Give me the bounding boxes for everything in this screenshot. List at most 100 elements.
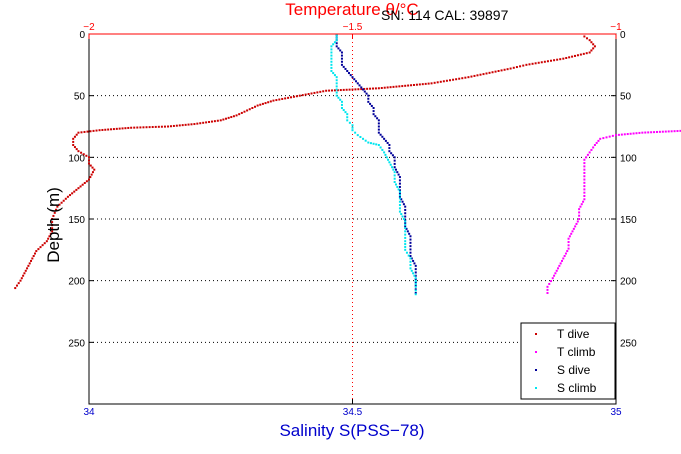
data-point (388, 144, 391, 146)
data-point (256, 104, 259, 107)
data-point (389, 86, 392, 89)
data-point (27, 264, 30, 267)
data-point (55, 208, 58, 211)
data-point (436, 81, 439, 84)
data-point (30, 259, 33, 262)
data-point (175, 124, 178, 127)
data-point (597, 139, 600, 142)
data-point (565, 56, 568, 59)
data-point (202, 121, 205, 124)
series-s-climb (330, 34, 417, 296)
data-point (335, 42, 338, 45)
data-point (574, 54, 577, 57)
bottom-axis-title: Salinity S(PSS−78) (279, 421, 424, 440)
data-point (298, 94, 301, 97)
data-point (351, 88, 354, 91)
data-point (398, 176, 401, 179)
data-point (346, 70, 349, 72)
data-point (335, 91, 338, 94)
data-point (181, 124, 184, 127)
data-point (386, 86, 389, 89)
data-point (644, 131, 647, 134)
data-point (364, 139, 367, 142)
data-point (369, 87, 372, 90)
data-point (409, 248, 412, 251)
data-point (75, 148, 78, 151)
data-point (210, 120, 213, 123)
data-point (409, 235, 412, 238)
data-point (391, 154, 394, 157)
data-point (393, 156, 396, 159)
data-point (89, 130, 92, 133)
data-point (512, 66, 515, 69)
data-point (47, 237, 50, 240)
data-point (583, 191, 586, 194)
data-point (62, 199, 65, 202)
data-point (409, 257, 412, 260)
data-point (340, 60, 343, 63)
data-point (85, 180, 88, 183)
data-point (362, 88, 365, 91)
data-point (41, 244, 44, 247)
data-point (151, 126, 154, 129)
data-point (537, 61, 540, 64)
y-tick-label-right: 100 (620, 153, 637, 164)
data-point (346, 113, 349, 116)
data-point (509, 67, 512, 70)
legend-marker (535, 333, 537, 335)
data-point (568, 56, 571, 59)
data-point (377, 119, 380, 122)
data-point (562, 257, 565, 260)
data-point (205, 121, 208, 124)
data-point (281, 97, 284, 100)
data-point (401, 85, 404, 88)
data-point (45, 240, 48, 243)
data-point (351, 76, 354, 79)
data-point (543, 60, 546, 63)
data-point (330, 57, 333, 60)
data-point (452, 78, 455, 81)
data-point (310, 92, 313, 95)
data-point (650, 131, 653, 134)
data-point (414, 274, 417, 277)
data-point (602, 137, 605, 140)
data-point (340, 51, 343, 54)
data-point (393, 171, 396, 174)
data-point (353, 78, 356, 81)
data-point (611, 134, 614, 137)
legend-marker (535, 351, 537, 353)
data-point (579, 53, 582, 56)
y-tick-label: 50 (74, 92, 86, 103)
data-point (316, 91, 319, 94)
data-point (585, 52, 588, 55)
data-point (23, 272, 26, 275)
data-point (546, 285, 549, 288)
data-point (592, 43, 595, 46)
data-point (95, 129, 98, 132)
data-point (390, 152, 393, 155)
info-text: SN: 114 CAL: 39897 (381, 7, 509, 23)
data-point (590, 49, 593, 52)
data-point (394, 183, 397, 186)
data-point (397, 188, 400, 191)
y-tick-label-right: 0 (620, 30, 626, 41)
series-t-climb (546, 129, 681, 294)
data-point (531, 62, 534, 65)
data-point (442, 80, 445, 83)
data-point (56, 205, 59, 208)
legend-marker (535, 387, 537, 389)
data-point (73, 146, 76, 149)
data-point (376, 117, 379, 120)
data-point (101, 128, 104, 131)
data-point (679, 129, 681, 132)
data-point (398, 210, 401, 213)
data-point (393, 174, 396, 177)
legend-label: T dive (557, 327, 590, 341)
data-point (240, 111, 243, 114)
data-point (88, 159, 90, 162)
data-point (412, 259, 415, 262)
data-point (381, 135, 384, 138)
data-point (583, 175, 586, 178)
data-point (325, 89, 328, 92)
data-point (592, 146, 595, 149)
